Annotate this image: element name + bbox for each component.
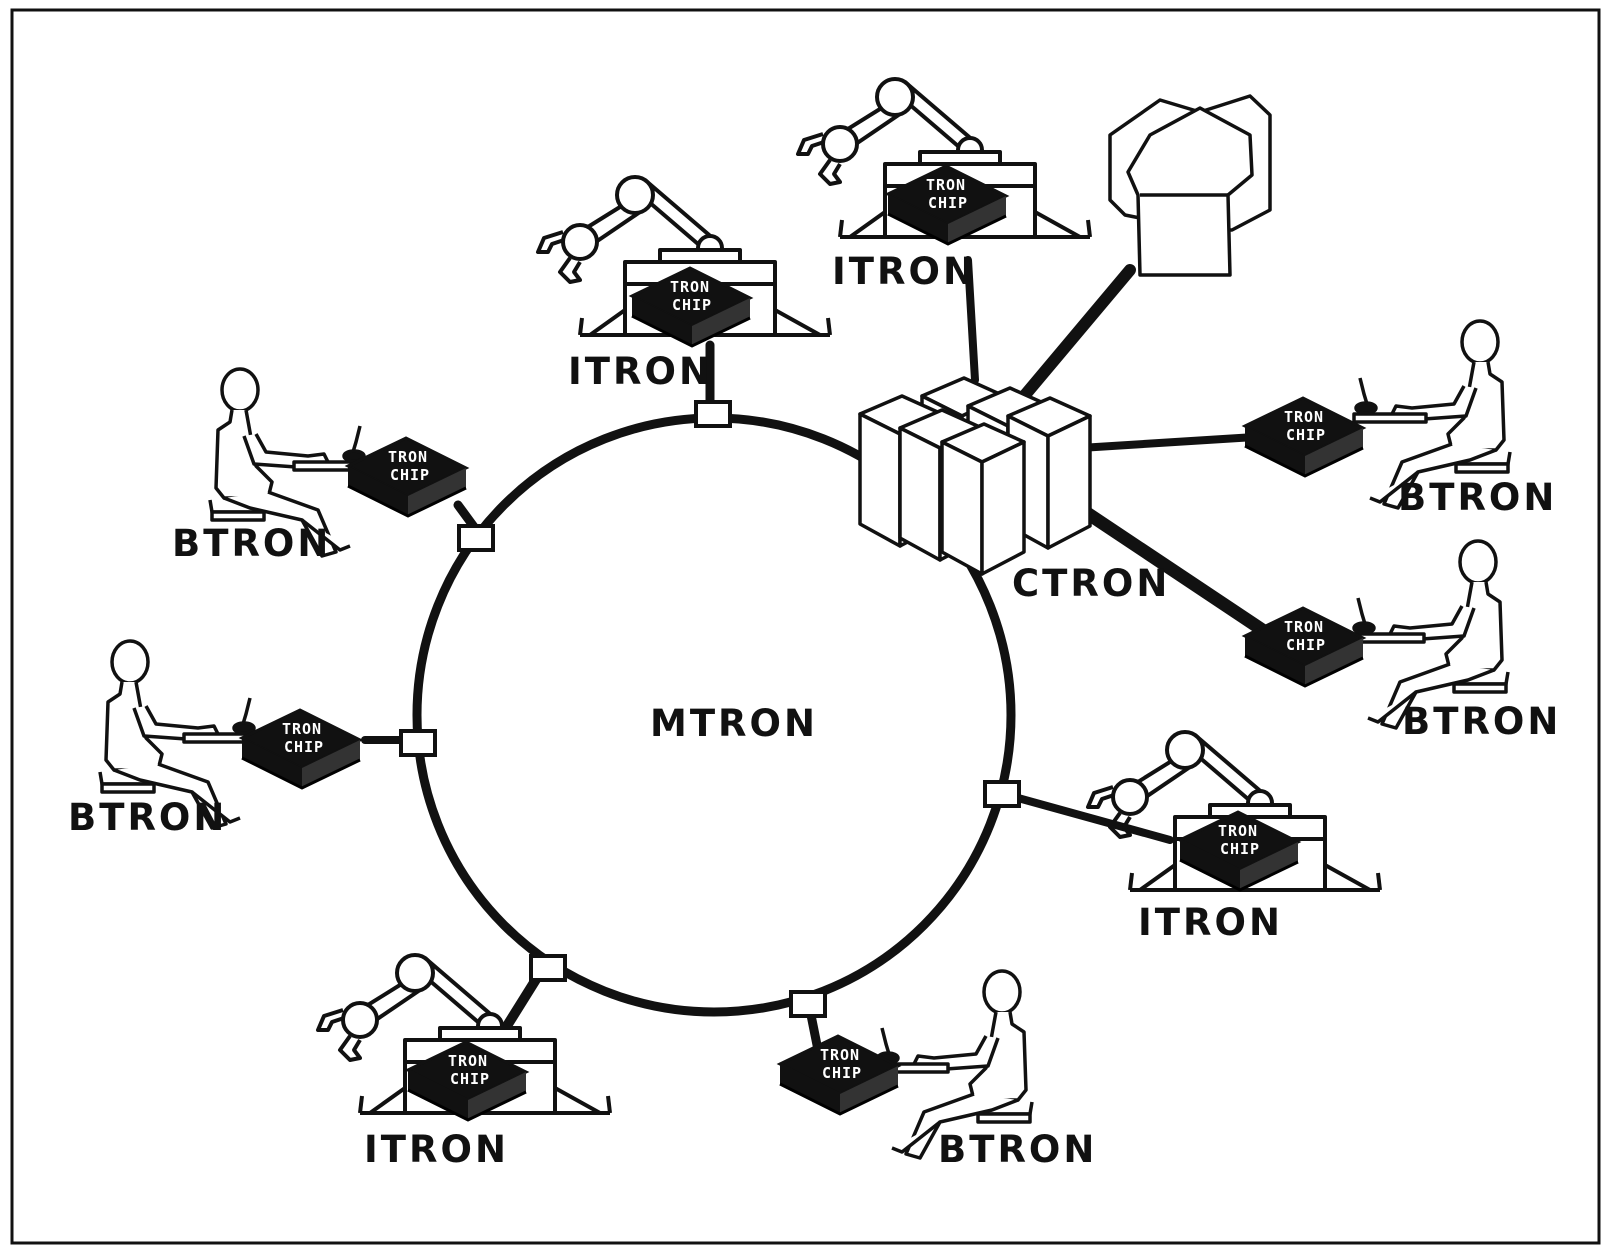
ring-node-bottom: [789, 990, 827, 1018]
connection-lines: [361, 256, 1277, 1055]
link-itron-right: [996, 789, 1174, 844]
chip-label-line1: TRON: [820, 1046, 860, 1064]
label-itron-top: ITRON: [568, 350, 713, 393]
label-itron-top-right: ITRON: [832, 250, 977, 293]
chip-label-line2: CHIP: [1286, 636, 1326, 654]
chip-label-line1: TRON: [282, 720, 322, 738]
ring-node-left: [399, 729, 437, 757]
chip-label-line2: CHIP: [390, 466, 430, 484]
link-storage: [1019, 264, 1136, 401]
chip-label-line1: TRON: [448, 1052, 488, 1070]
chip-label-line1: TRON: [926, 176, 966, 194]
label-btron-right-lower: BTRON: [1402, 700, 1561, 743]
label-mtron: MTRON: [650, 702, 818, 745]
label-itron-right: ITRON: [1138, 901, 1283, 944]
chip-label-line1: TRON: [1284, 408, 1324, 426]
label-btron-right-upper: BTRON: [1398, 476, 1557, 519]
ring-node-lower-left: [529, 954, 567, 982]
chip-label-line2: CHIP: [672, 296, 712, 314]
chip-label-line2: CHIP: [284, 738, 324, 756]
label-btron-left-upper: BTRON: [172, 522, 331, 565]
chip-label-line2: CHIP: [450, 1070, 490, 1088]
ring-node-right: [983, 780, 1021, 808]
link-itron-top-right: [964, 256, 979, 384]
label-btron-bottom: BTRON: [938, 1128, 1097, 1171]
outer-frame: [10, 8, 1601, 1245]
chip-label-line2: CHIP: [822, 1064, 862, 1082]
label-itron-bottom-left: ITRON: [364, 1128, 509, 1171]
chip-label-line2: CHIP: [1220, 840, 1260, 858]
label-btron-left-lower: BTRON: [68, 796, 227, 839]
itron-robot-top-right: [796, 77, 1092, 246]
chip-label-line1: TRON: [388, 448, 428, 466]
storage-unit-icon: [1108, 94, 1272, 277]
chip-label-line2: CHIP: [1286, 426, 1326, 444]
itron-robot-top: [536, 175, 832, 348]
chip-label-line1: TRON: [1218, 822, 1258, 840]
chip-label-line1: TRON: [670, 278, 710, 296]
node-labels: ITRON ITRON BTRON BTRON BTRON BTRON ITRO…: [68, 250, 1561, 1171]
chip-label-line2: CHIP: [928, 194, 968, 212]
chip-labels: TRON CHIP TRON CHIP TRON CHIP TRON CHIP …: [282, 176, 1326, 1088]
chip-label-line1: TRON: [1284, 618, 1324, 636]
link-btron-right-lower: [1053, 488, 1277, 642]
label-ctron: CTRON: [1012, 562, 1170, 605]
ring-node-upper-left: [457, 524, 495, 552]
ctron-server-cluster: [858, 376, 1092, 576]
itron-robot-right: [1086, 730, 1382, 892]
link-btron-right-upper: [1076, 433, 1259, 452]
ring-node-top: [694, 400, 732, 428]
